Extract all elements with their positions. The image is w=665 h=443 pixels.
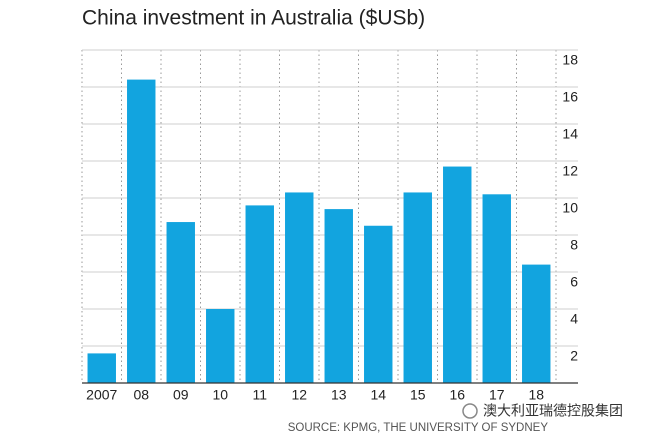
bar bbox=[127, 79, 156, 383]
y-tick-label: 18 bbox=[562, 52, 578, 68]
bar bbox=[522, 264, 551, 383]
x-tick-label: 10 bbox=[212, 387, 228, 403]
watermark-icon bbox=[462, 403, 478, 419]
x-tick-label: 08 bbox=[133, 387, 149, 403]
bar bbox=[166, 222, 195, 383]
x-tick-label: 13 bbox=[331, 387, 347, 403]
x-tick-label: 12 bbox=[291, 387, 307, 403]
y-tick-label: 6 bbox=[570, 274, 578, 290]
y-tick-label: 8 bbox=[570, 237, 578, 253]
y-tick-label: 2 bbox=[570, 348, 578, 364]
bar bbox=[364, 225, 393, 383]
y-tick-label: 16 bbox=[562, 89, 578, 105]
x-tick-label: 2007 bbox=[86, 387, 117, 403]
x-tick-label: 18 bbox=[528, 387, 544, 403]
x-tick-label: 17 bbox=[489, 387, 505, 403]
x-tick-label: 16 bbox=[449, 387, 465, 403]
bar bbox=[206, 309, 235, 383]
y-tick-label: 4 bbox=[570, 311, 578, 327]
x-tick-label: 09 bbox=[173, 387, 189, 403]
bar bbox=[403, 192, 432, 383]
x-tick-label: 11 bbox=[252, 387, 267, 403]
source-note: SOURCE: KPMG, THE UNIVERSITY OF SYDNEY bbox=[288, 422, 549, 434]
bar bbox=[482, 194, 511, 383]
y-tick-label: 10 bbox=[562, 200, 578, 216]
bar bbox=[245, 205, 274, 383]
bar bbox=[443, 166, 472, 383]
bar bbox=[87, 353, 116, 383]
y-tick-label: 14 bbox=[562, 126, 578, 142]
x-tick-label: 14 bbox=[370, 387, 386, 403]
bar bbox=[324, 209, 353, 383]
bar bbox=[285, 192, 314, 383]
y-tick-label: 12 bbox=[562, 163, 578, 179]
watermark: 澳大利亚瑞德控股集团 bbox=[483, 403, 623, 419]
x-tick-label: 15 bbox=[410, 387, 426, 403]
chart-title: China investment in Australia ($USb) bbox=[82, 7, 425, 30]
